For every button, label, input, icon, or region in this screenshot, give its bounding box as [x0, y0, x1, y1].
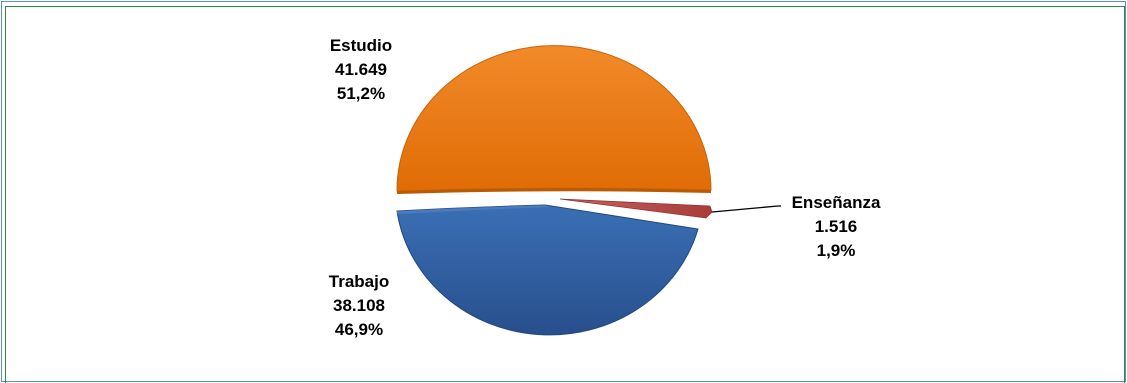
inner-border — [5, 6, 1125, 383]
label-trabajo-percent: 46,9% — [335, 320, 383, 339]
label-estudio-percent: 51,2% — [337, 84, 385, 103]
slice-trabajo-top — [397, 205, 550, 214]
slice-estudio-rim — [397, 188, 711, 194]
label-ensenanza-name: Enseñanza — [792, 193, 881, 212]
label-estudio-name: Estudio — [330, 36, 392, 55]
label-trabajo-name: Trabajo — [329, 272, 389, 291]
label-estudio-value: 41.649 — [335, 60, 387, 79]
label-trabajo-value: 38.108 — [333, 296, 385, 315]
label-ensenanza-percent: 1,9% — [817, 241, 856, 260]
leader-line-ensenanza — [711, 205, 781, 213]
slice-trabajo — [396, 204, 699, 336]
slice-estudio — [396, 45, 712, 192]
label-ensenanza-value: 1.516 — [815, 217, 858, 236]
